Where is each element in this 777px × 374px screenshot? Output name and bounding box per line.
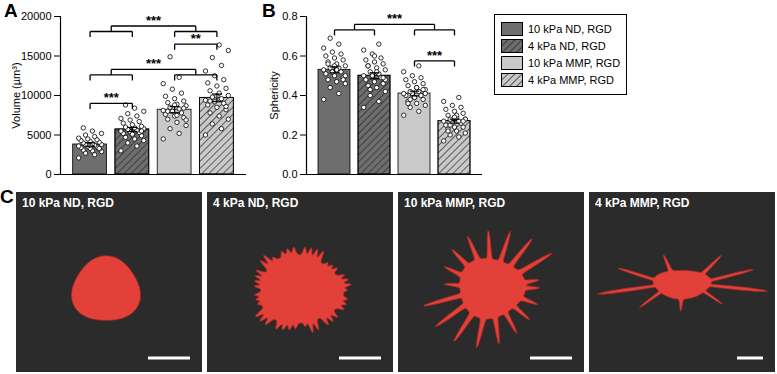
svg-text:10000: 10000 [21, 89, 52, 101]
svg-text:Volume (µm³): Volume (µm³) [10, 62, 22, 128]
svg-text:5000: 5000 [27, 129, 51, 141]
html-text:4 kPa ND, RGD: 4 kPa ND, RGD [213, 196, 299, 210]
svg-text:Sphericity: Sphericity [268, 71, 280, 120]
svg-text:20000: 20000 [21, 10, 52, 22]
svg-text:***: *** [146, 13, 162, 28]
svg-text:15000: 15000 [21, 50, 52, 62]
svg-text:0.0: 0.0 [282, 168, 297, 180]
html-text:A: A [4, 0, 18, 21]
html-text:10 kPa ND, RGD: 10 kPa ND, RGD [528, 23, 612, 35]
html-text:4 kPa MMP, RGD: 4 kPa MMP, RGD [595, 196, 690, 210]
html-text:B: B [262, 0, 276, 21]
svg-text:0.2: 0.2 [282, 129, 297, 141]
svg-text:***: *** [387, 11, 403, 26]
html-text:10 kPa ND, RGD: 10 kPa ND, RGD [22, 196, 114, 210]
svg-text:***: *** [427, 48, 443, 63]
svg-text:**: ** [191, 31, 202, 46]
html-text:4 kPa MMP, RGD: 4 kPa MMP, RGD [528, 74, 614, 86]
html-text:4 kPa ND, RGD: 4 kPa ND, RGD [528, 40, 606, 52]
svg-text:0.6: 0.6 [282, 50, 297, 62]
svg-text:0.4: 0.4 [282, 89, 297, 101]
svg-text:0: 0 [45, 168, 51, 180]
svg-text:***: *** [104, 90, 120, 105]
html-text:10 kPa MMP, RGD: 10 kPa MMP, RGD [528, 57, 621, 69]
html-text:C: C [0, 186, 14, 207]
svg-text:***: *** [146, 56, 162, 71]
svg-text:0.8: 0.8 [282, 10, 297, 22]
html-text:10 kPa MMP, RGD: 10 kPa MMP, RGD [404, 196, 506, 210]
